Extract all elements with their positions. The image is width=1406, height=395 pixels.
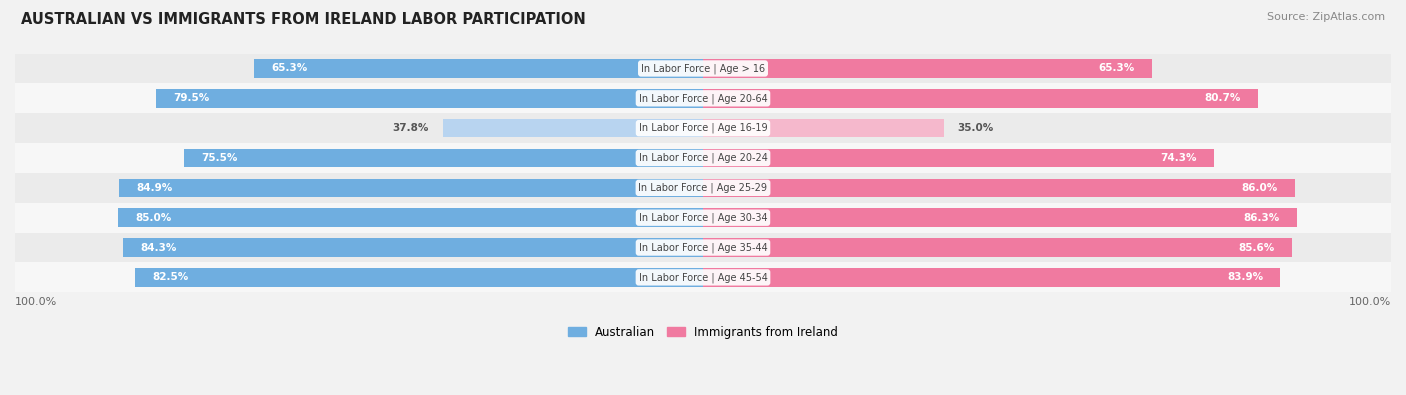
Text: In Labor Force | Age 16-19: In Labor Force | Age 16-19 [638, 123, 768, 134]
Text: 79.5%: 79.5% [173, 93, 209, 103]
Text: 84.9%: 84.9% [136, 183, 173, 193]
Text: In Labor Force | Age 20-24: In Labor Force | Age 20-24 [638, 153, 768, 163]
Text: 82.5%: 82.5% [153, 273, 188, 282]
Text: 65.3%: 65.3% [1099, 64, 1135, 73]
Text: AUSTRALIAN VS IMMIGRANTS FROM IRELAND LABOR PARTICIPATION: AUSTRALIAN VS IMMIGRANTS FROM IRELAND LA… [21, 12, 586, 27]
Bar [184, 149, 703, 167]
Bar [15, 83, 1391, 113]
Bar [15, 233, 1391, 262]
Bar [15, 113, 1391, 143]
Text: 86.3%: 86.3% [1243, 213, 1279, 223]
Legend: Australian, Immigrants from Ireland: Australian, Immigrants from Ireland [564, 321, 842, 343]
Bar [15, 54, 1391, 83]
Text: 37.8%: 37.8% [392, 123, 429, 133]
Bar [156, 89, 703, 107]
Text: 85.0%: 85.0% [135, 213, 172, 223]
Text: In Labor Force | Age 25-29: In Labor Force | Age 25-29 [638, 182, 768, 193]
Bar [15, 262, 1391, 292]
Bar [703, 209, 1296, 227]
Bar [15, 173, 1391, 203]
Bar [703, 59, 1153, 78]
Text: 74.3%: 74.3% [1160, 153, 1197, 163]
Bar [703, 119, 943, 137]
Text: Source: ZipAtlas.com: Source: ZipAtlas.com [1267, 12, 1385, 22]
Bar [443, 119, 703, 137]
Text: 83.9%: 83.9% [1227, 273, 1263, 282]
Text: 65.3%: 65.3% [271, 64, 307, 73]
Bar [703, 268, 1281, 287]
Text: In Labor Force | Age 30-34: In Labor Force | Age 30-34 [638, 213, 768, 223]
Text: 80.7%: 80.7% [1205, 93, 1241, 103]
Bar [122, 238, 703, 257]
Bar [118, 209, 703, 227]
Bar [703, 238, 1292, 257]
Bar [120, 179, 703, 197]
Bar [15, 143, 1391, 173]
Bar [253, 59, 703, 78]
Text: 100.0%: 100.0% [1348, 297, 1391, 307]
Text: 75.5%: 75.5% [201, 153, 238, 163]
Text: In Labor Force | Age 45-54: In Labor Force | Age 45-54 [638, 272, 768, 283]
Bar [15, 203, 1391, 233]
Text: In Labor Force | Age > 16: In Labor Force | Age > 16 [641, 63, 765, 74]
Bar [703, 149, 1215, 167]
Bar [135, 268, 703, 287]
Text: 85.6%: 85.6% [1239, 243, 1275, 252]
Bar [703, 89, 1258, 107]
Text: 86.0%: 86.0% [1241, 183, 1278, 193]
Text: In Labor Force | Age 35-44: In Labor Force | Age 35-44 [638, 242, 768, 253]
Text: 84.3%: 84.3% [141, 243, 177, 252]
Text: 35.0%: 35.0% [957, 123, 994, 133]
Bar [703, 179, 1295, 197]
Text: 100.0%: 100.0% [15, 297, 58, 307]
Text: In Labor Force | Age 20-64: In Labor Force | Age 20-64 [638, 93, 768, 103]
